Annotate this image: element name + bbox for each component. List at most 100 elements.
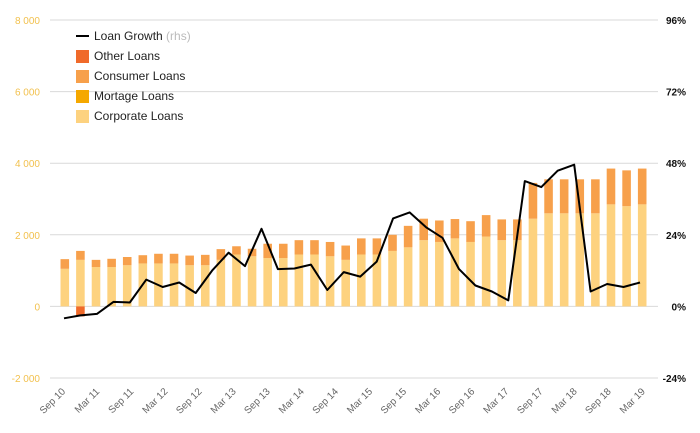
x-tick-label: Mar 11 [73,386,103,416]
x-tick-label: Sep 15 [379,386,409,416]
bar-corporate-loans [294,254,304,307]
x-tick-label: Sep 16 [447,386,477,416]
bar-corporate-loans [263,258,272,307]
bar-consumer-loans [419,218,429,241]
bar-consumer-loans [622,170,631,207]
bar-corporate-loans [232,254,241,307]
bar-consumer-loans [154,253,163,264]
bar-corporate-loans [528,218,538,307]
bar-corporate-loans [435,241,444,307]
bar-consumer-loans [263,243,272,259]
loan-growth-line [63,163,641,320]
bar-consumer-loans [122,257,132,266]
y-right-tick-label: 48% [666,159,686,170]
bar-corporate-loans [559,213,569,307]
x-tick-label: Sep 12 [174,386,204,416]
bar-consumer-loans [138,255,148,264]
legend-label: Loan Growth (rhs) [94,29,191,43]
x-tick-label: Sep 11 [107,386,137,416]
bar-corporate-loans [185,265,194,307]
bar-corporate-loans [419,240,429,307]
bar-corporate-loans [637,204,647,307]
bar-corporate-loans [403,247,413,307]
y-right-tick-label: 72% [666,88,686,99]
legend-label: Consumer Loans [94,69,185,83]
bar-consumer-loans [216,249,226,260]
bar-consumer-loans [341,245,350,260]
bar-consumer-loans [575,179,585,214]
bar-consumer-loans [497,219,507,241]
bar-consumer-loans [466,221,475,242]
x-tick-label: Sep 14 [311,386,341,416]
bar-corporate-loans [450,238,460,307]
y-left-tick-label: 2 000 [15,231,40,242]
bar-consumer-loans [185,255,194,266]
bar-corporate-loans [372,254,382,307]
bar-consumer-loans [60,259,70,269]
bar-consumer-loans [310,240,319,255]
bar-corporate-loans [310,254,319,307]
x-tick-label: Mar 17 [482,386,512,416]
legend-swatch [76,90,89,103]
bar-consumer-loans [435,220,444,242]
bar-corporate-loans [606,204,616,307]
y-left-tick-label: 0 [34,302,40,313]
bar-consumer-loans [372,238,382,255]
y-right-tick-label: -24% [663,374,686,385]
bar-corporate-loans [388,250,397,307]
bar-consumer-loans [544,179,553,214]
bar-consumer-loans [107,258,116,268]
bar-consumer-loans [169,253,179,264]
bar-corporate-loans [466,241,475,307]
bar-corporate-loans [481,236,491,307]
bar-consumer-loans [200,254,210,266]
bar-corporate-loans [513,240,522,307]
bar-consumer-loans [481,215,491,237]
bar-corporate-loans [91,267,101,307]
bar-consumer-loans [528,182,538,219]
bar-corporate-loans [247,256,257,307]
bar-consumer-loans [403,225,413,248]
x-tick-label: Mar 19 [618,386,648,416]
bar-consumer-loans [294,240,304,255]
bar-consumer-loans [325,241,335,257]
x-tick-label: Mar 15 [345,386,375,416]
bar-corporate-loans [622,206,631,307]
bar-consumer-loans [76,250,85,260]
bar-corporate-loans [325,256,335,307]
legend-label: Other Loans [94,49,160,63]
bar-corporate-loans [122,265,132,307]
y-right-tick-label: 24% [666,231,686,242]
bar-corporate-loans [216,259,226,307]
bar-corporate-loans [60,268,70,307]
x-tick-label: Mar 13 [209,386,239,416]
legend-label-suffix: (rhs) [163,29,191,43]
y-left-tick-label: 8 000 [15,16,40,27]
bar-consumer-loans [357,238,366,255]
bar-corporate-loans [341,259,350,307]
bar-other-loans [76,306,85,317]
x-tick-label: Mar 18 [550,386,580,416]
x-tick-label: Mar 12 [141,386,171,416]
x-tick-label: Sep 17 [515,386,545,416]
bar-consumer-loans [559,179,569,214]
x-tick-label: Mar 14 [277,386,307,416]
y-left-tick-label: 4 000 [15,159,40,170]
bar-consumer-loans [591,179,600,214]
y-right-tick-label: 96% [666,16,686,27]
bar-corporate-loans [357,254,366,307]
x-tick-label: Sep 10 [38,386,68,416]
legend-swatch [76,70,89,83]
y-right-tick-label: 0% [672,302,687,313]
bar-corporate-loans [575,213,585,307]
y-left-tick-label: 6 000 [15,88,40,99]
bar-corporate-loans [497,240,507,307]
bar-corporate-loans [278,258,288,307]
bar-consumer-loans [278,243,288,259]
bar-consumer-loans [637,168,647,205]
legend-label: Corporate Loans [94,109,183,123]
bar-corporate-loans [544,213,553,307]
y-left-tick-label: -2 000 [12,374,41,385]
